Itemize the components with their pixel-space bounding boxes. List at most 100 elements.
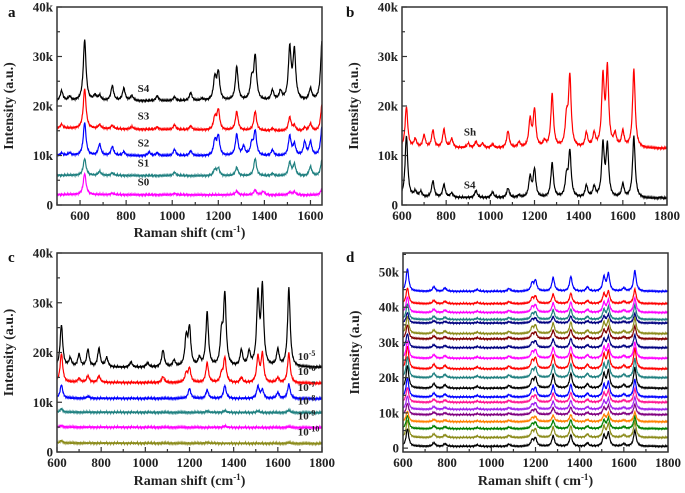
series-line-d-13	[403, 323, 668, 342]
x-tick-label: 1600	[297, 208, 323, 223]
plot-frame	[56, 252, 323, 453]
x-tick-label: 1600	[610, 208, 636, 223]
y-axis-label: Intensity (a.u.)	[347, 62, 362, 150]
x-axis-label-text: Raman shift (cm	[134, 226, 234, 241]
x-tick-label: 1400	[251, 208, 277, 223]
x-tick-label: 1800	[309, 455, 335, 470]
x-tick-label: 800	[91, 455, 111, 470]
series-label-exponent: -9	[309, 409, 316, 418]
x-axis-label-exponent: -1	[581, 472, 589, 482]
y-tick-label: 20k	[33, 99, 54, 114]
series-line-c-4	[57, 423, 322, 431]
x-tick-label: 800	[437, 455, 457, 470]
y-tick-label: 30k	[33, 49, 54, 64]
y-tick-label: 40k	[379, 300, 400, 315]
x-axis-label-end: )	[241, 226, 246, 241]
series-line-a-3	[57, 156, 322, 179]
series-line-d-6	[403, 386, 668, 405]
series-line-d-1	[403, 418, 668, 440]
panel-label-b: b	[346, 5, 354, 21]
x-tick-label: 1400	[221, 455, 247, 470]
x-tick-label: 1000	[132, 455, 158, 470]
series-label: S0	[138, 177, 150, 189]
series-label: 10-7	[298, 380, 316, 394]
x-axis-label: Raman shift (cm-1)	[134, 224, 246, 241]
x-tick-label: 1600	[611, 455, 637, 470]
series-line-c-1	[57, 350, 322, 387]
y-tick-label: 10k	[379, 405, 400, 420]
series-label-exponent: -5	[309, 349, 316, 358]
x-axis-label: Raman shift (cm-1)	[134, 472, 246, 489]
series-line-d-7	[403, 377, 668, 400]
x-axis-label-exponent: -1	[233, 472, 241, 482]
series-label: 10-6	[298, 364, 316, 378]
y-tick-label: 0	[47, 445, 54, 460]
series-label-exponent: -7	[309, 380, 316, 389]
series-label: 10-10	[298, 425, 320, 439]
x-tick-label: 1800	[654, 208, 680, 223]
y-tick-label: 10k	[378, 148, 399, 163]
x-tick-label: 1200	[523, 455, 549, 470]
series-label: S2	[138, 138, 150, 150]
y-tick-label: 40k	[378, 0, 399, 15]
series-line-d-3	[403, 409, 668, 425]
y-tick-label: 30k	[378, 49, 399, 64]
series-label-exponent: -6	[309, 364, 316, 373]
series-label: S4	[464, 180, 476, 192]
x-tick-label: 600	[393, 455, 413, 470]
y-tick-label: 0	[392, 198, 399, 213]
x-tick-label: 600	[392, 208, 412, 223]
y-axis-label: Intensity (a.u.)	[2, 308, 17, 396]
series-line-d-15	[403, 310, 668, 326]
y-tick-label: 0	[47, 198, 54, 213]
series-line-d-0	[403, 427, 668, 449]
x-tick-label: 1000	[159, 208, 185, 223]
panel-label-c: c	[8, 250, 15, 266]
x-tick-label: 1400	[566, 208, 592, 223]
x-axis-label-exponent: -1	[233, 224, 241, 234]
y-tick-label: 0	[393, 441, 400, 456]
series-label: S3	[138, 110, 150, 122]
x-tick-label: 1600	[265, 455, 291, 470]
series-line-d-16	[403, 302, 668, 322]
x-tick-label: 600	[47, 455, 67, 470]
x-axis-label-text: Raman shift (cm	[134, 474, 234, 489]
y-tick-label: 50k	[379, 265, 400, 280]
y-tick-label: 20k	[379, 370, 400, 385]
series-line-b-1	[402, 135, 667, 201]
y-tick-label: 30k	[33, 295, 54, 310]
series-line-d-18	[403, 286, 668, 306]
x-tick-label: 600	[70, 208, 90, 223]
series-line-d-8	[403, 365, 668, 391]
series-line-a-2	[57, 122, 322, 159]
x-tick-label: 1000	[477, 208, 503, 223]
series-label: 10-8	[298, 394, 316, 408]
x-tick-label: 1200	[205, 208, 231, 223]
series-label: 10-5	[298, 349, 316, 363]
series-line-c-5	[57, 439, 322, 447]
y-tick-label: 40k	[33, 0, 54, 15]
series-line-d-5	[403, 394, 668, 412]
series-line-c-2	[57, 383, 322, 402]
x-axis-label: Raman shift ( cm-1)	[478, 472, 594, 489]
series-label: S1	[138, 157, 150, 169]
y-tick-label: 20k	[33, 345, 54, 360]
x-tick-label: 1800	[655, 455, 681, 470]
series-line-d-4	[403, 402, 668, 417]
series-label: 10-9	[298, 409, 316, 423]
series-line-c-0	[57, 280, 322, 370]
x-axis-label-end: )	[588, 474, 593, 489]
series-line-a-1	[57, 88, 322, 133]
panel-a: S4 S3 S2 S1 S0 600 800 1000 1200 1400 1600 0 10k 20k 3…	[2, 0, 323, 241]
series-label-exponent: -10	[309, 425, 320, 434]
series-line-d-11	[403, 340, 668, 361]
plot-frame	[401, 6, 668, 206]
series-line-d-14	[403, 314, 668, 336]
series-line-d-12	[403, 332, 668, 351]
panel-d: 600 800 1000 1200 1400 1600 1800 0 10k 20k 30k 40k 5…	[348, 252, 681, 489]
series-line-d-2	[403, 413, 668, 432]
series-line-b-0	[402, 61, 667, 152]
panel-label-d: d	[346, 250, 355, 266]
x-axis-label-text: Raman shift ( cm	[478, 474, 581, 489]
